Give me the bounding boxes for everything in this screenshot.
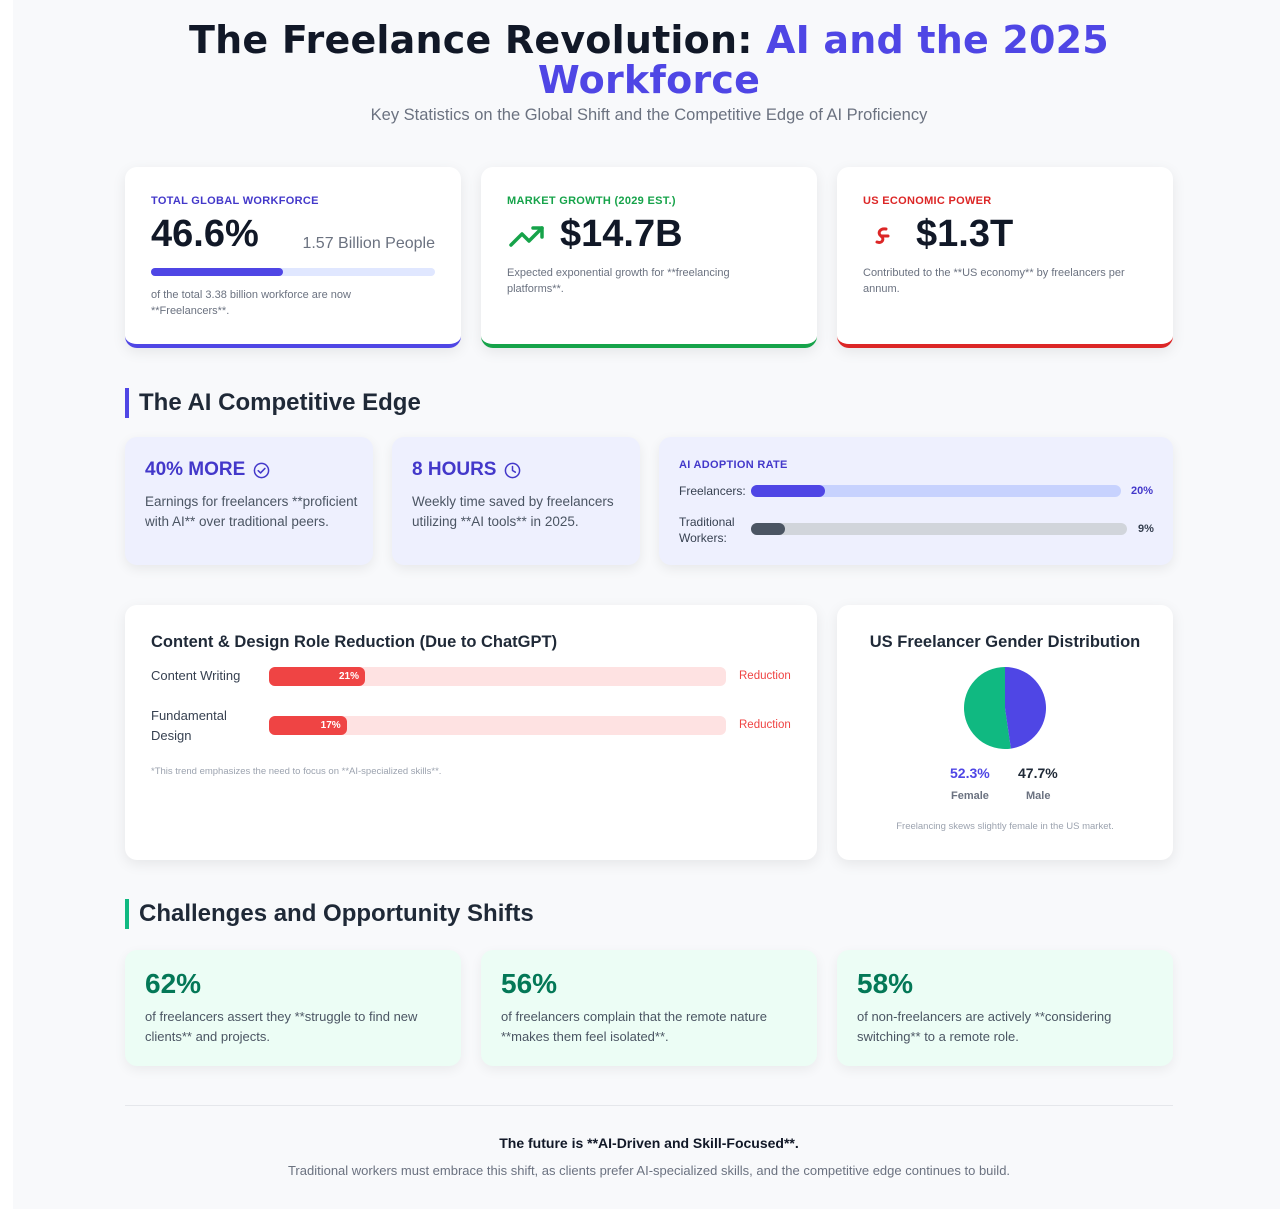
- footer-divider: [125, 1105, 1173, 1106]
- reduction-pct: 21%: [338, 671, 359, 682]
- challenge-card-isolation: 56% of freelancers complain that the rem…: [481, 950, 817, 1066]
- stat-label: MARKET GROWTH (2029 EST.): [507, 195, 676, 207]
- footer-text: Traditional workers must embrace this sh…: [287, 1163, 1011, 1178]
- gender-pie-chart: [964, 667, 1046, 749]
- reduction-suffix: Reduction: [739, 719, 791, 731]
- stat-card-market-growth: MARKET GROWTH (2029 EST.) $14.7B Expecte…: [481, 167, 817, 348]
- adoption-label: Traditional Workers:: [679, 515, 735, 545]
- challenge-pct: 58%: [857, 968, 914, 999]
- role-reduction-card: Content & Design Role Reduction (Due to …: [125, 605, 817, 860]
- clock-icon: [505, 462, 521, 478]
- adoption-track-traditional: [751, 523, 1127, 535]
- adoption-label: Freelancers:: [679, 484, 746, 498]
- edge-card-head: 8 HOURS: [412, 459, 521, 481]
- workforce-progress-fill: [151, 268, 284, 276]
- workforce-progress-track: [151, 268, 435, 276]
- reduction-fill-design: 17%: [269, 716, 347, 735]
- reduction-label: Content Writing: [151, 668, 241, 683]
- adoption-rate-card: AI ADOPTION RATE Freelancers: 20% Tradit…: [659, 437, 1173, 565]
- adoption-value: 20%: [1131, 485, 1154, 497]
- challenge-pct: 62%: [145, 968, 202, 999]
- female-label: Female: [951, 790, 989, 802]
- stat-description: Contributed to the **US economy** by fre…: [863, 267, 1125, 295]
- reduction-fill-content-writing: 21%: [269, 667, 365, 686]
- male-label: Male: [1026, 790, 1051, 802]
- adoption-value: 9%: [1138, 523, 1154, 535]
- stat-label: US ECONOMIC POWER: [863, 195, 992, 207]
- money-icon: [875, 227, 890, 244]
- footer-headline: The future is **AI-Driven and Skill-Focu…: [499, 1135, 799, 1151]
- adoption-fill-traditional: [751, 523, 785, 535]
- stat-description: of the total 3.38 billion workforce are …: [151, 289, 351, 317]
- reduction-track-content-writing: 21%: [269, 667, 726, 686]
- trending-up-icon: [509, 226, 544, 247]
- reduction-track-design: 17%: [269, 716, 726, 735]
- stat-card-workforce: TOTAL GLOBAL WORKFORCE 46.6% 1.57 Billio…: [125, 167, 461, 348]
- stat-value: $14.7B: [560, 213, 683, 255]
- pie-slice-female: [964, 667, 1011, 749]
- challenge-card-clients: 62% of freelancers assert they **struggl…: [125, 950, 461, 1066]
- stat-card-us-economy: US ECONOMIC POWER $1.3T Contributed to t…: [837, 167, 1173, 348]
- page-background: The Freelance Revolution: AI and the 202…: [13, 0, 1280, 1209]
- stat-side-text: 1.57 Billion People: [302, 235, 435, 252]
- edge-card-value: 40% MORE: [145, 459, 246, 480]
- title-accent-1: AI and the 2025: [766, 18, 1109, 62]
- role-reduction-title: Content & Design Role Reduction (Due to …: [151, 633, 558, 651]
- reduction-suffix: Reduction: [739, 670, 791, 682]
- edge-card-head: 40% MORE: [145, 459, 270, 481]
- stat-label: TOTAL GLOBAL WORKFORCE: [151, 195, 319, 207]
- section-heading-challenges: Challenges and Opportunity Shifts: [125, 899, 534, 929]
- title-main: The Freelance Revolution:: [189, 18, 767, 62]
- female-pct: 52.3%: [950, 765, 990, 781]
- title-accent-2: Workforce: [537, 58, 761, 102]
- adoption-track-freelancers: [751, 485, 1121, 497]
- section-heading-ai-edge: The AI Competitive Edge: [125, 388, 421, 418]
- challenge-text: of freelancers complain that the remote …: [501, 1009, 767, 1044]
- challenge-card-switching: 58% of non-freelancers are actively **co…: [837, 950, 1173, 1066]
- page-title: The Freelance Revolution: AI and the 202…: [125, 20, 1173, 100]
- gender-note: Freelancing skews slightly female in the…: [896, 821, 1114, 832]
- edge-card-text: Earnings for freelancers **proficient wi…: [145, 494, 358, 529]
- edge-card-text: Weekly time saved by freelancers utilizi…: [412, 494, 614, 529]
- challenge-pct: 56%: [501, 968, 558, 999]
- reduction-label: Fundamental Design: [151, 708, 227, 743]
- male-pct: 47.7%: [1018, 765, 1058, 781]
- pie-slice-male: [1005, 667, 1046, 749]
- gender-distribution-card: US Freelancer Gender Distribution 52.3% …: [837, 605, 1173, 860]
- check-circle-icon: [253, 462, 270, 478]
- page-subtitle: Key Statistics on the Global Shift and t…: [370, 106, 928, 124]
- adoption-fill-freelancers: [751, 485, 825, 497]
- reduction-pct: 17%: [320, 720, 341, 731]
- challenge-text: of freelancers assert they **struggle to…: [145, 1009, 418, 1044]
- edge-card-time-saved: 8 HOURS Weekly time saved by freelancers…: [392, 437, 640, 565]
- stat-value: $1.3T: [916, 213, 1014, 255]
- stat-value: 46.6%: [151, 213, 259, 255]
- reduction-note: *This trend emphasizes the need to focus…: [151, 766, 442, 777]
- adoption-title: AI ADOPTION RATE: [679, 459, 788, 471]
- gender-title: US Freelancer Gender Distribution: [869, 633, 1141, 651]
- edge-card-value: 8 HOURS: [412, 459, 497, 480]
- edge-card-earnings: 40% MORE Earnings for freelancers **prof…: [125, 437, 373, 565]
- stat-description: Expected exponential growth for **freela…: [507, 267, 730, 295]
- challenge-text: of non-freelancers are actively **consid…: [857, 1009, 1112, 1044]
